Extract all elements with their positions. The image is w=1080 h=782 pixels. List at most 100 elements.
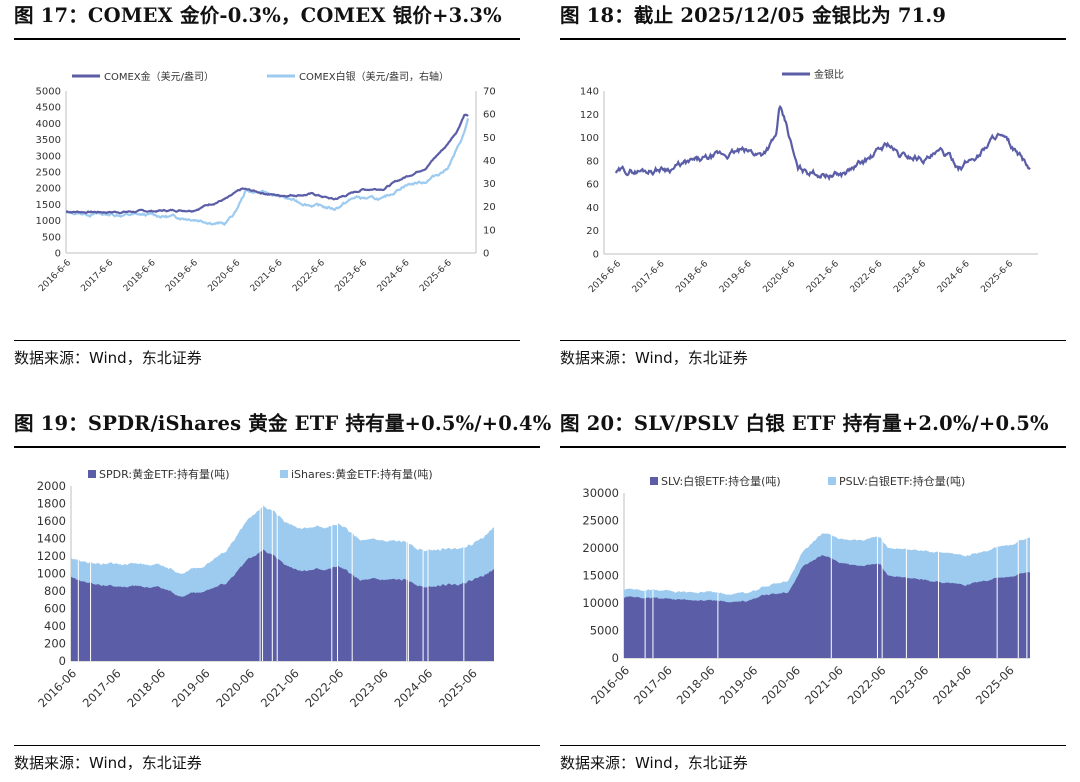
x-tick-label: 2021-06 — [802, 663, 846, 707]
x-tick-label: 2022-6-6 — [849, 259, 885, 295]
x-tick-label: 2016-06 — [588, 663, 632, 707]
x-tick-label: 2024-6-6 — [376, 258, 412, 294]
y-tick-label-left: 4000 — [36, 119, 61, 130]
y-tick-label-left: 3000 — [36, 151, 61, 162]
y-tick-label-right: 60 — [483, 110, 496, 121]
legend-label-bottom: SLV:白银ETF:持仓量(吨) — [661, 474, 781, 488]
x-tick-label: 2018-06 — [124, 666, 168, 710]
legend-label-ratio: 金银比 — [814, 68, 844, 81]
x-tick-label: 2018-6-6 — [122, 258, 158, 294]
area-series-bottom — [71, 549, 494, 661]
x-tick-label: 2017-6-6 — [79, 258, 115, 294]
y-tick-label: 0 — [59, 654, 66, 668]
x-tick-label: 2022-06 — [845, 663, 889, 707]
x-tick-label: 2025-06 — [436, 666, 480, 710]
y-tick-label: 5000 — [590, 624, 619, 638]
y-tick-label-left: 5000 — [36, 87, 61, 98]
y-tick-label-right: 70 — [483, 87, 496, 98]
x-tick-label: 2024-6-6 — [936, 259, 972, 295]
x-tick-label: 2023-6-6 — [892, 259, 928, 295]
x-tick-label: 2022-6-6 — [291, 258, 327, 294]
panel-fig19: 图 19：SPDR/iShares 黄金 ETF 持有量+0.5%/+0.4% … — [14, 408, 551, 782]
source-rule — [560, 745, 1066, 746]
x-tick-label: 2020-06 — [759, 663, 803, 707]
legend-swatch-top — [828, 477, 836, 485]
y-tick-label: 1800 — [37, 497, 66, 511]
x-tick-label: 2023-06 — [347, 666, 391, 710]
y-tick-label-left: 4500 — [36, 103, 61, 114]
title-rule — [560, 446, 1066, 448]
y-tick-label: 80 — [586, 156, 599, 167]
source-note: 数据来源：Wind，东北证券 — [560, 754, 748, 772]
y-tick-label: 40 — [586, 203, 599, 214]
y-tick-label: 100 — [580, 133, 599, 144]
x-tick-label: 2023-06 — [887, 663, 931, 707]
x-tick-label: 2022-06 — [302, 666, 346, 710]
x-tick-label: 2018-06 — [674, 663, 718, 707]
y-tick-label: 10000 — [582, 596, 619, 610]
y-tick-label: 25000 — [582, 514, 619, 528]
y-tick-label-left: 2000 — [36, 184, 61, 195]
source-rule — [14, 745, 540, 746]
x-tick-label: 2025-6-6 — [979, 259, 1015, 295]
x-tick-label: 2016-6-6 — [37, 258, 73, 294]
y-tick-label-left: 1500 — [36, 200, 61, 211]
x-tick-label: 2019-6-6 — [718, 259, 754, 295]
y-tick-label-right: 40 — [483, 156, 496, 167]
source-note: 数据来源：Wind，东北证券 — [14, 349, 202, 367]
x-tick-label: 2025-6-6 — [418, 258, 454, 294]
y-tick-label: 0 — [612, 651, 619, 665]
legend-swatch-bottom — [650, 477, 658, 485]
x-tick-label: 2016-06 — [35, 666, 79, 710]
x-tick-label: 2025-06 — [973, 663, 1017, 707]
y-tick-label: 200 — [44, 637, 66, 651]
source-note: 数据来源：Wind，东北证券 — [560, 349, 748, 367]
x-tick-label: 2017-06 — [631, 663, 675, 707]
chart-gold-silver-price: 0 500 1000 1500 2000 2500 3000 3500 4000 4500 5000… — [36, 70, 496, 294]
y-tick-label: 2000 — [37, 479, 66, 493]
source-rule — [14, 340, 520, 341]
y-tick-label-left: 1000 — [36, 216, 61, 227]
series-line-silver — [65, 118, 470, 227]
x-tick-label: 2019-06 — [716, 663, 760, 707]
x-tick-label: 2020-6-6 — [206, 258, 242, 294]
y-tick-label: 20000 — [582, 541, 619, 555]
series-line-ratio — [614, 104, 1031, 182]
title-rule — [560, 38, 1066, 40]
x-tick-label: 2024-06 — [391, 666, 435, 710]
panel-fig20: 图 20：SLV/PSLV 白银 ETF 持有量+2.0%/+0.5% 0 500… — [560, 408, 1066, 782]
chart-title: 图 18：截止 2025/12/05 金银比为 71.9 — [560, 4, 947, 27]
y-tick-label-right: 10 — [483, 225, 496, 236]
x-tick-label: 2024-06 — [930, 663, 974, 707]
x-tick-label: 2019-6-6 — [164, 258, 200, 294]
x-tick-label: 2023-6-6 — [333, 258, 369, 294]
y-tick-label: 1000 — [37, 567, 66, 581]
panel-fig18: 图 18：截止 2025/12/05 金银比为 71.9 0 20 40 60 80 10… — [560, 0, 1066, 380]
title-rule — [14, 446, 540, 448]
x-tick-label: 2017-06 — [80, 666, 124, 710]
y-tick-label: 30000 — [582, 486, 619, 500]
area-series-bottom — [624, 555, 1030, 658]
y-tick-label-left: 500 — [42, 232, 61, 243]
x-tick-label: 2019-06 — [169, 666, 213, 710]
y-tick-label-left: 2500 — [36, 168, 61, 179]
series-line-gold — [66, 113, 469, 215]
legend-swatch-bottom — [88, 470, 96, 478]
y-tick-label-left: 3500 — [36, 135, 61, 146]
x-tick-label: 2021-6-6 — [805, 259, 841, 295]
legend-label-gold: COMEX金（美元/盎司） — [104, 70, 214, 83]
chart-silver-etf-holdings: 0 5000 10000 15000 20000 25000 30000 SLV:白银ETF:… — [582, 474, 1030, 707]
x-tick-label: 2018-6-6 — [674, 259, 710, 295]
legend-label-top: PSLV:白银ETF:持仓量(吨) — [839, 474, 965, 488]
legend-label-silver: COMEX白银（美元/盎司，右轴） — [299, 70, 449, 83]
y-tick-label: 60 — [586, 180, 599, 191]
x-tick-label: 2021-6-6 — [249, 258, 285, 294]
x-tick-label: 2020-6-6 — [761, 259, 797, 295]
y-tick-label-left: 0 — [55, 249, 61, 260]
y-tick-label: 0 — [593, 250, 599, 261]
y-tick-label: 1600 — [37, 514, 66, 528]
legend-label-top: iShares:黄金ETF:持有量(吨) — [291, 467, 433, 481]
x-tick-label: 2016-6-6 — [587, 259, 623, 295]
title-rule — [14, 38, 520, 40]
y-tick-label: 20 — [586, 226, 599, 237]
